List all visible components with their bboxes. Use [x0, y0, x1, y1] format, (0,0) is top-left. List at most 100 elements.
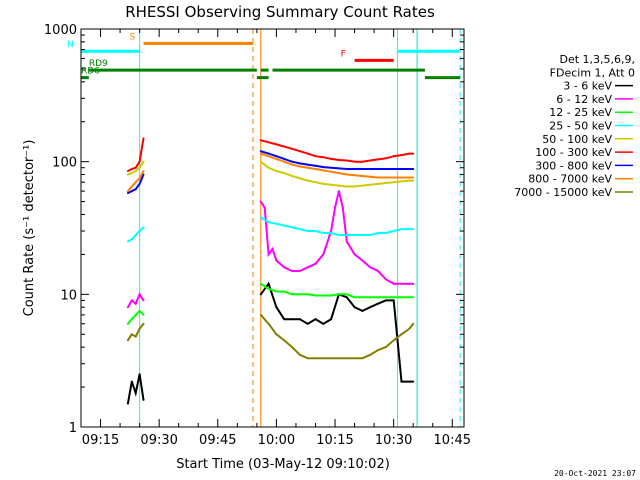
data-point: [314, 262, 317, 265]
x-tick-label: 09:15: [82, 433, 119, 448]
data-point: [377, 231, 380, 234]
data-point: [134, 170, 137, 173]
data-point: [369, 175, 372, 178]
data-point: [306, 152, 309, 155]
data-point: [337, 167, 340, 170]
series-line-2-1: [260, 282, 414, 299]
data-point: [322, 182, 325, 185]
data-point: [322, 166, 325, 169]
data-point: [384, 176, 387, 179]
data-point: [134, 166, 137, 169]
data-point: [337, 357, 340, 360]
data-point: [259, 313, 262, 316]
data-point: [361, 174, 364, 177]
data-point: [361, 296, 364, 299]
series-line-8-0: [127, 323, 145, 341]
data-point: [353, 357, 356, 360]
data-point: [142, 313, 145, 316]
data-point: [275, 155, 278, 158]
data-point: [345, 173, 348, 176]
data-point: [267, 152, 270, 155]
y-tick-label: 1000: [44, 23, 77, 38]
data-point: [408, 282, 411, 285]
data-point: [306, 293, 309, 296]
data-point: [384, 182, 387, 185]
data-point: [337, 234, 340, 237]
data-point: [275, 259, 278, 262]
data-point: [126, 402, 129, 405]
data-point: [361, 168, 364, 171]
data-point: [283, 157, 286, 160]
data-point: [400, 333, 403, 336]
data-point: [138, 373, 141, 376]
data-point: [291, 269, 294, 272]
data-point: [400, 154, 403, 157]
data-point: [400, 296, 403, 299]
data-point: [408, 176, 411, 179]
data-point: [392, 168, 395, 171]
data-point: [408, 380, 411, 383]
data-point: [345, 293, 348, 296]
data-point: [345, 185, 348, 188]
x-tick-label: 09:45: [199, 433, 236, 448]
data-point: [142, 173, 145, 176]
plot-timestamp: 20-Oct-2021 23:07: [554, 469, 636, 478]
data-point: [345, 234, 348, 237]
data-point: [291, 346, 294, 349]
data-point: [134, 392, 137, 395]
data-point: [361, 184, 364, 187]
data-point: [267, 282, 270, 285]
data-point: [283, 160, 286, 163]
legend-entry-label: 6 - 12 keV: [556, 93, 612, 106]
data-point: [130, 172, 133, 175]
data-point: [369, 159, 372, 162]
data-point: [345, 159, 348, 162]
data-point: [353, 185, 356, 188]
data-point: [337, 293, 340, 296]
data-point: [369, 168, 372, 171]
data-point: [291, 226, 294, 229]
data-point: [353, 234, 356, 237]
data-point: [291, 147, 294, 150]
legend-entry-label: 12 - 25 keV: [549, 106, 612, 119]
data-point: [384, 278, 387, 281]
data-point: [138, 309, 141, 312]
data-point: [400, 380, 403, 383]
data-point: [259, 293, 262, 296]
data-point: [377, 158, 380, 161]
legend-header: FDecim 1, Att 0: [550, 66, 635, 79]
series-line-0-1: [259, 281, 414, 383]
data-point: [275, 333, 278, 336]
data-point: [298, 353, 301, 356]
data-point: [142, 322, 145, 325]
data-point: [369, 296, 372, 299]
data-point: [334, 206, 337, 209]
data-point: [330, 157, 333, 160]
data-point: [337, 158, 340, 161]
data-point: [412, 322, 415, 325]
data-point: [337, 190, 340, 193]
data-point: [412, 380, 415, 383]
x-tick-label: 10:15: [316, 433, 353, 448]
data-point: [412, 168, 415, 171]
data-point: [392, 181, 395, 184]
data-point: [298, 177, 301, 180]
data-point: [306, 166, 309, 169]
plot-frame: [80, 28, 465, 428]
data-point: [345, 296, 348, 299]
data-point: [392, 296, 395, 299]
data-point: [130, 168, 133, 171]
data-point: [267, 221, 270, 224]
data-point: [298, 228, 301, 231]
data-point: [369, 266, 372, 269]
data-point: [130, 238, 133, 241]
data-point: [130, 190, 133, 193]
data-point: [408, 179, 411, 182]
data-point: [314, 164, 317, 167]
data-point: [314, 155, 317, 158]
data-point: [130, 333, 133, 336]
data-point: [330, 183, 333, 186]
data-point: [330, 294, 333, 297]
flag-label-rd9: RD9: [89, 59, 108, 69]
